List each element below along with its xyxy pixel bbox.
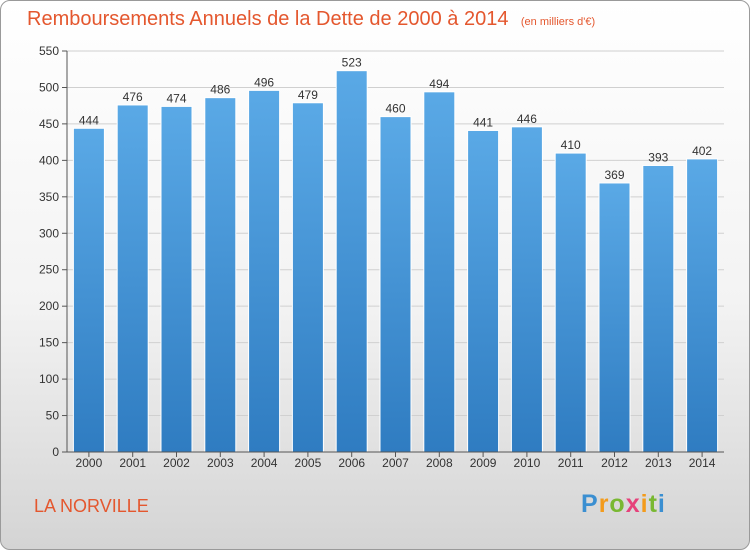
bar-2008: [423, 91, 456, 453]
value-label-2001: 476: [123, 90, 143, 104]
value-label-2012: 369: [604, 168, 624, 182]
value-label-2000: 444: [79, 113, 99, 127]
value-label-2002: 474: [166, 91, 186, 105]
proxiti-logo: Proxiti: [581, 490, 666, 518]
x-tick-label-2012: 2012: [601, 456, 628, 470]
value-label-2009: 441: [473, 115, 493, 129]
y-tick-label: 50: [46, 409, 60, 423]
value-label-2007: 460: [385, 102, 405, 116]
y-tick-label: 500: [39, 80, 59, 94]
bar-2006: [335, 70, 368, 453]
bar-2014: [686, 158, 719, 453]
chart-title: Remboursements Annuels de la Dette de 20…: [27, 8, 595, 31]
value-label-2003: 486: [210, 83, 230, 97]
x-tick-label-2014: 2014: [689, 456, 716, 470]
y-tick-label: 350: [39, 190, 59, 204]
bar-2013: [642, 164, 675, 453]
y-tick-label: 250: [39, 263, 59, 277]
y-tick-label: 0: [52, 445, 59, 459]
bar-2005: [291, 102, 324, 453]
y-tick-label: 200: [39, 299, 59, 313]
value-label-2010: 446: [517, 112, 537, 126]
x-tick-label-2013: 2013: [645, 456, 672, 470]
y-tick-label: 150: [39, 336, 59, 350]
value-label-2014: 402: [692, 144, 712, 158]
bar-2002: [160, 105, 193, 453]
x-tick-label-2002: 2002: [163, 456, 190, 470]
bar-2009: [467, 129, 500, 453]
x-tick-label-2003: 2003: [207, 456, 234, 470]
y-tick-label: 100: [39, 372, 59, 386]
y-tick-label: 550: [39, 44, 59, 58]
x-tick-label-2004: 2004: [251, 456, 278, 470]
x-tick-label-2008: 2008: [426, 456, 453, 470]
bar-2007: [379, 116, 412, 453]
y-tick-label: 450: [39, 117, 59, 131]
bar-2010: [510, 126, 543, 453]
chart-title-main: Remboursements Annuels de la Dette de 20…: [27, 8, 509, 30]
x-tick-label-2010: 2010: [514, 456, 541, 470]
value-label-2013: 393: [648, 150, 668, 164]
value-label-2008: 494: [429, 77, 449, 91]
value-label-2004: 496: [254, 75, 274, 89]
bar-2012: [598, 182, 631, 453]
value-label-2006: 523: [342, 56, 362, 70]
x-tick-label-2000: 2000: [76, 456, 103, 470]
value-label-2005: 479: [298, 88, 318, 102]
commune-name: LA NORVILLE: [34, 496, 149, 516]
bar-2004: [248, 89, 281, 453]
bar-2001: [116, 104, 149, 453]
value-label-2011: 410: [561, 138, 581, 152]
x-tick-label-2011: 2011: [558, 456, 584, 470]
x-tick-label-2005: 2005: [295, 456, 322, 470]
y-tick-label: 300: [39, 226, 59, 240]
chart-title-unit: (en milliers d'€): [520, 16, 596, 28]
bar-2003: [204, 97, 237, 453]
bar-2011: [554, 152, 587, 453]
y-tick-label: 400: [39, 153, 59, 167]
x-tick-label-2006: 2006: [338, 456, 365, 470]
x-tick-label-2009: 2009: [470, 456, 497, 470]
bar-2000: [72, 127, 105, 453]
x-tick-label-2007: 2007: [382, 456, 409, 470]
x-tick-label-2001: 2001: [119, 456, 146, 470]
